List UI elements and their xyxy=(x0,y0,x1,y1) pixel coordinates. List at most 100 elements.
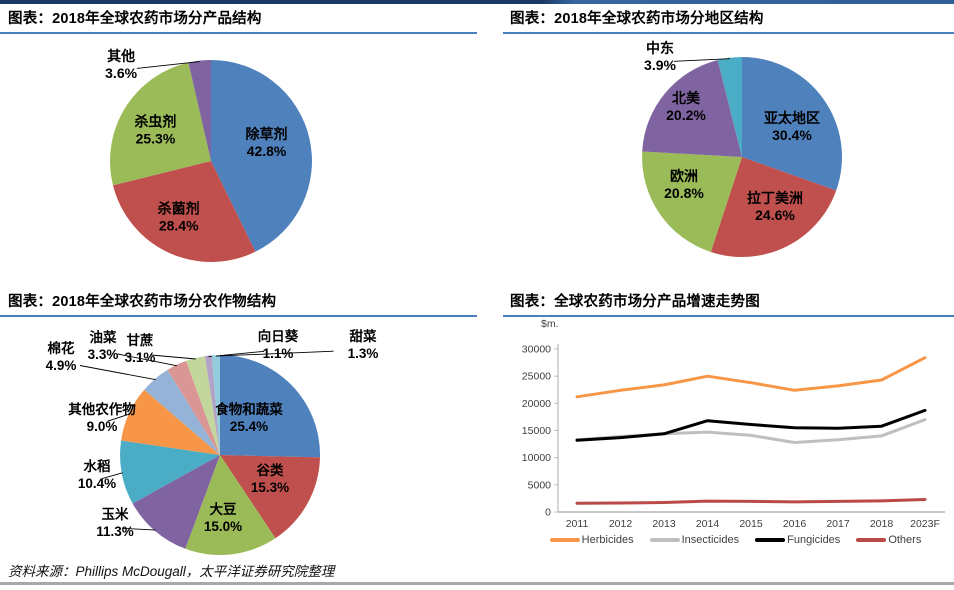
pie-label-leader-line xyxy=(673,58,730,62)
legend-item-Herbicides: Herbicides xyxy=(549,534,634,546)
page-top-border xyxy=(0,0,954,4)
pie-slice-其他农作物 xyxy=(121,389,220,455)
y-axis-unit-label: $m. xyxy=(541,318,559,330)
legend-item-Fungicides: Fungicides xyxy=(755,534,840,546)
trend-line-chart-svg: 0 5000 10000 15000 20000 25000 30000 $m. 2011 201… xyxy=(522,318,945,530)
pie-slice-食物和蔬菜 xyxy=(220,355,321,458)
pie-slice-label: 食物和蔬菜 25.4% xyxy=(215,401,283,434)
y-tick-label: 15000 xyxy=(522,425,551,437)
chart-growth-trend: 图表：全球农药市场分产品增速走势图 0 5000 10000 15000 20000 25… xyxy=(477,283,954,558)
y-tick-label: 5000 xyxy=(528,479,552,491)
y-tick-label: 0 xyxy=(545,507,551,519)
legend-label: Fungicides xyxy=(787,534,841,546)
title-underline xyxy=(0,32,477,34)
pie-slice-欧洲 xyxy=(642,151,742,252)
pie-slice-杀虫剂 xyxy=(110,62,211,186)
y-tick-label: 10000 xyxy=(522,452,551,464)
legend-swatch-Others xyxy=(856,538,887,542)
pie-slice-label: 欧洲 20.8% xyxy=(664,168,704,201)
chart-title-product-structure: 图表：2018年全球农药市场分产品结构 xyxy=(8,11,262,27)
legend-swatch-Herbicides xyxy=(549,538,580,542)
pie-slice-label: 杀菌剂 28.4% xyxy=(158,201,200,234)
x-tick-label: 2012 xyxy=(609,518,633,530)
pie-slice-北美 xyxy=(642,60,742,157)
chart-product-structure: 图表：2018年全球农药市场分产品结构 除草剂 42.8% 杀菌剂 28.4% 杀虫剂 2… xyxy=(0,0,477,275)
crop-structure-pie-svg: 食物和蔬菜 25.4% 谷类 15.3% 大豆 15.0% 玉米 11.3% 水稻 10.4% 其他… xyxy=(46,328,379,556)
x-tick-label: 2023F xyxy=(910,518,940,530)
x-tick-label: 2011 xyxy=(566,518,589,530)
title-underline xyxy=(503,32,954,34)
y-tick-label: 25000 xyxy=(522,371,551,383)
pie-slice-向日葵 xyxy=(205,355,220,455)
legend-label: Herbicides xyxy=(581,534,634,546)
pie-slice-甘蔗 xyxy=(186,356,220,455)
pie-slice-label: 北美 20.2% xyxy=(666,90,706,123)
x-tick-label: 2014 xyxy=(696,518,720,530)
chart-title-growth-trend: 图表：全球农药市场分产品增速走势图 xyxy=(510,294,760,310)
product-structure-pie-svg: 除草剂 42.8% 杀菌剂 28.4% 杀虫剂 25.3% 其他 3.6% xyxy=(105,48,312,262)
page-bottom-border xyxy=(0,582,954,585)
x-tick-label: 2016 xyxy=(783,518,807,530)
pie-slice-玉米 xyxy=(132,455,220,549)
pie-slice-label: 玉米 11.3% xyxy=(96,506,134,539)
legend-swatch-Fungicides xyxy=(755,538,786,542)
x-tick-label: 2017 xyxy=(826,518,850,530)
legend-item-Others: Others xyxy=(856,534,921,546)
source-note: 资料来源：Phillips McDougall，太平洋证券研究院整理 xyxy=(8,564,335,579)
y-tick-label: 20000 xyxy=(522,398,551,410)
legend-label: Insecticides xyxy=(681,534,740,546)
pie-slice-水稻 xyxy=(120,440,220,504)
y-tick-label: 30000 xyxy=(522,344,551,356)
pie-label-leader-line xyxy=(151,354,196,360)
legend-swatch-Insecticides xyxy=(649,538,680,542)
pie-slice-label: 谷类 15.3% xyxy=(251,462,289,495)
pie-slice-大豆 xyxy=(185,455,276,556)
pie-label-leader-line xyxy=(101,472,123,480)
chart-title-region-structure: 图表：2018年全球农药市场分地区结构 xyxy=(510,11,764,27)
pie-slice-中东 xyxy=(717,57,742,157)
x-tick-label: 2013 xyxy=(652,518,676,530)
pie-slice-甜菜 xyxy=(211,354,220,455)
pie-slice-label: 除草剂 42.8% xyxy=(246,126,288,159)
pie-label-leader-line xyxy=(136,61,200,69)
pie-slice-label: 甘蔗 3.1% xyxy=(125,332,156,365)
pie-slice-label: 甜菜 1.3% xyxy=(348,328,379,361)
pie-slice-除草剂 xyxy=(211,60,312,252)
pie-label-leader-line xyxy=(79,365,156,381)
x-tick-label: 2015 xyxy=(739,518,763,530)
series-line-Herbicides xyxy=(575,356,927,399)
pie-slice-label: 中东 3.9% xyxy=(644,40,676,73)
pie-slice-label: 向日葵 1.1% xyxy=(258,328,299,361)
pie-slice-亚太地区 xyxy=(742,57,842,191)
title-underline xyxy=(0,315,477,317)
chart-crop-structure: 图表：2018年全球农药市场分农作物结构 食物和蔬菜 25.4% 谷类 15.3% 大豆… xyxy=(0,283,477,558)
region-structure-pie-svg: 亚太地区 30.4% 拉丁美洲 24.6% 欧洲 20.8% 北美 20.2% 中东 3.9% xyxy=(642,40,842,257)
legend-item-Insecticides: Insecticides xyxy=(649,534,740,546)
x-tick-label: 2018 xyxy=(870,518,894,530)
pie-label-leader-line xyxy=(117,353,178,367)
pie-slice-拉丁美洲 xyxy=(710,157,837,257)
pie-slice-油菜 xyxy=(167,360,220,455)
chart-region-structure: 图表：2018年全球农药市场分地区结构 亚太地区 30.4% 拉丁美洲 24.6% 欧洲… xyxy=(477,0,954,275)
pie-slice-label: 油菜 3.3% xyxy=(88,329,119,362)
chart-title-crop-structure: 图表：2018年全球农药市场分农作物结构 xyxy=(8,294,277,310)
pie-slice-label: 拉丁美洲 24.6% xyxy=(747,190,803,223)
title-underline xyxy=(503,315,954,317)
series-line-Others xyxy=(575,498,927,505)
trend-line-legend: Herbicides Insecticides Fungicides Others xyxy=(497,534,954,546)
pie-slice-其他 xyxy=(188,60,211,161)
legend-label: Others xyxy=(888,534,922,546)
pie-slice-杀菌剂 xyxy=(113,161,256,262)
pie-label-leader-line xyxy=(123,527,156,531)
pie-slice-label: 亚太地区 30.4% xyxy=(764,110,820,143)
pie-slice-谷类 xyxy=(220,455,320,539)
pie-slice-label: 大豆 15.0% xyxy=(204,501,242,534)
pie-slice-label: 水稻 10.4% xyxy=(78,458,116,491)
pie-slice-label: 棉花 4.9% xyxy=(46,340,77,373)
pie-slice-棉花 xyxy=(144,369,220,455)
series-line-Fungicides xyxy=(575,408,927,442)
pie-label-leader-line xyxy=(215,350,334,357)
pie-label-leader-line xyxy=(107,413,131,422)
pie-slice-label: 杀虫剂 25.3% xyxy=(134,114,176,147)
